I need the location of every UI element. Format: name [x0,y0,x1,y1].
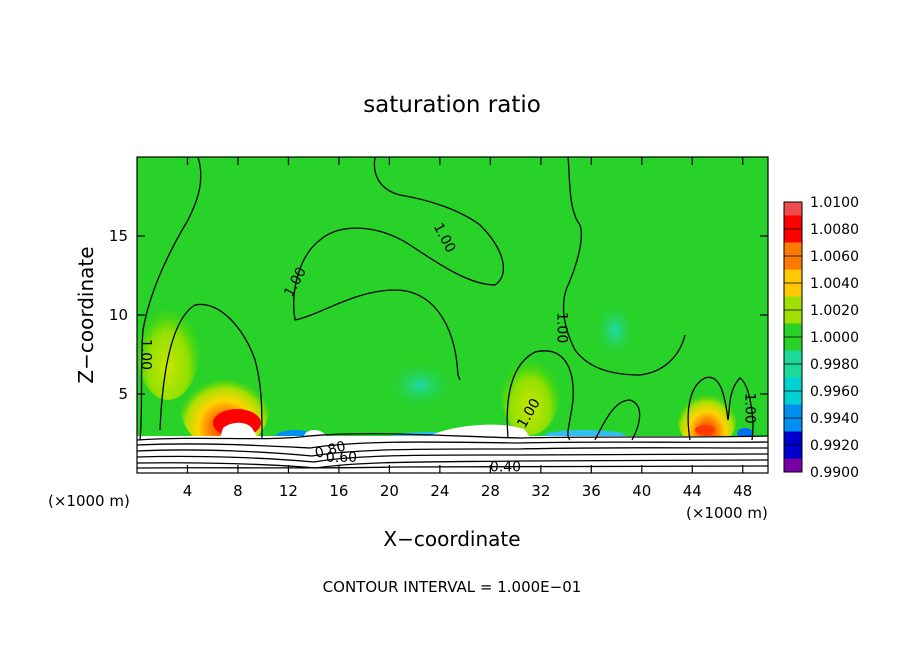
x-tick-label: 28 [481,482,500,500]
contour-label: 0.60 [326,450,357,466]
colorbar-label: 1.0080 [810,222,859,238]
x-tick-label: 4 [183,482,193,500]
colorbar-label: 1.0060 [810,249,859,265]
contour-line [562,157,686,376]
y-ticks: 5 10 15 [109,227,768,403]
colorbar-label: 0.9960 [810,384,859,400]
x-tick-label: 16 [329,482,348,500]
white-region [304,430,326,436]
field-blob [695,425,715,435]
x-tick-label: 44 [683,482,702,500]
contour-line [159,303,263,439]
field-blob [593,300,637,360]
contours [137,157,768,469]
colorbar-swatch [784,458,802,472]
x-tick-label: 20 [380,482,399,500]
y-axis-label: Z−coordinate [74,246,98,383]
chart-title: saturation ratio [363,92,541,118]
x-tick-label: 48 [733,482,752,500]
colorbar-swatch [784,202,802,216]
contour-line [139,157,202,441]
colorbar-label: 1.0000 [810,330,859,346]
x-unit-left: (×1000 m) [48,492,130,510]
white-region [220,422,258,438]
x-tick-label: 36 [582,482,601,500]
y-tick-label: 15 [109,227,128,245]
contour-label: 1.00 [741,393,757,424]
field-blob [737,428,753,438]
contour-line [137,453,768,463]
field-blob [677,380,737,450]
contour-label: 0.80 [313,439,347,463]
field-blob [500,345,560,435]
x-tick-label: 24 [430,482,449,500]
contour-interval-note: CONTOUR INTERVAL = 1.000E−01 [323,578,582,596]
x-tick-label: 32 [531,482,550,500]
contour-line [137,433,768,441]
colorbar-label: 1.0040 [810,276,859,292]
colorbar-label: 1.0020 [810,303,859,319]
x-unit-right: (×1000 m) [686,504,768,522]
y-tick-label: 5 [118,385,128,403]
colorbar-label: 0.9940 [810,411,859,427]
contour-line [506,350,574,441]
contour-label: 1.00 [137,339,153,370]
contour-line [137,459,768,469]
colorbar-label: 0.9920 [810,438,859,454]
contour-label: 1.00 [553,312,569,343]
x-ticks: 4 8 12 16 20 24 28 32 36 40 44 48 [183,157,752,500]
colorbar: 1.0100 1.0080 1.0060 1.0040 1.0020 1.0000 0.99… [783,195,859,481]
x-tick-label: 12 [279,482,298,500]
x-tick-label: 40 [632,482,651,500]
contour-line [293,157,504,381]
field-blob [137,290,200,400]
contour-line [137,465,768,469]
contour-line [594,399,641,441]
colorbar-label: 0.9980 [810,357,859,373]
contour-line [137,441,768,449]
contour-line [137,447,768,457]
x-axis-label: X−coordinate [383,527,520,551]
contour-label: 0.40 [490,460,521,476]
colorbar-label: 0.9900 [810,465,859,481]
white-region [430,424,530,437]
contour-line [687,376,754,441]
colorbar-label: 1.0100 [810,195,859,211]
field-blob [385,360,455,410]
y-tick-label: 10 [109,306,128,324]
x-tick-label: 8 [233,482,243,500]
